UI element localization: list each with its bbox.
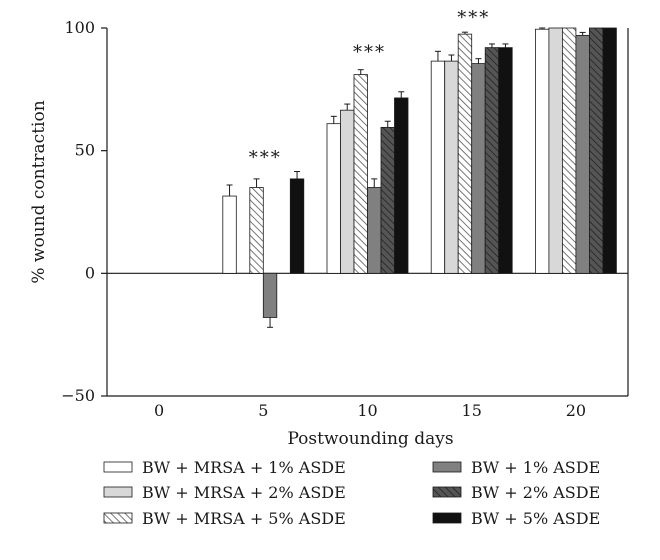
legend-swatch xyxy=(432,486,462,498)
x-tick-label: 0 xyxy=(154,401,164,420)
y-tick-label: −50 xyxy=(61,386,95,405)
legend-swatch xyxy=(103,461,133,473)
significance-label: *** xyxy=(353,42,386,63)
legend-label: BW + 5% ASDE xyxy=(471,509,600,528)
x-tick-label: 15 xyxy=(462,401,482,420)
bar xyxy=(353,74,368,274)
bar xyxy=(484,47,500,274)
significance-label: *** xyxy=(249,148,282,169)
bar xyxy=(562,27,577,274)
legend-swatch xyxy=(103,512,133,524)
legend-label: BW + MRSA + 2% ASDE xyxy=(142,483,346,502)
x-axis-title: Postwounding days xyxy=(287,429,453,449)
legend-swatch xyxy=(432,512,462,524)
legend-swatch xyxy=(103,486,133,498)
bar xyxy=(380,126,395,274)
legend-label: BW + MRSA + 5% ASDE xyxy=(142,509,346,528)
bar xyxy=(430,60,446,274)
bar xyxy=(340,109,355,274)
bar xyxy=(471,63,486,274)
bar xyxy=(548,27,563,274)
bar xyxy=(249,187,264,274)
y-tick-label: 100 xyxy=(64,18,95,37)
legend-label: BW + 1% ASDE xyxy=(471,458,600,477)
bar xyxy=(575,34,590,274)
significance-label: *** xyxy=(457,8,490,29)
bar xyxy=(498,47,513,274)
bar xyxy=(394,97,409,274)
bar xyxy=(289,178,305,274)
y-axis-title: % wound contraction xyxy=(29,100,49,283)
y-tick-label: 0 xyxy=(85,263,95,282)
bar xyxy=(535,28,550,274)
bar xyxy=(602,27,617,274)
plot-area: 100 50 0 −50 0 5 10 15 20 Postwounding days % woun… xyxy=(29,8,629,449)
bar xyxy=(222,195,237,274)
y-tick-label: 50 xyxy=(75,141,95,160)
legend-label: BW + MRSA + 1% ASDE xyxy=(142,458,346,477)
bar xyxy=(589,27,604,274)
legend-label: BW + 2% ASDE xyxy=(471,483,600,502)
x-tick-label: 20 xyxy=(566,401,586,420)
bar xyxy=(457,33,473,274)
bar xyxy=(444,60,459,274)
x-tick-label: 5 xyxy=(258,401,268,420)
legend-swatch xyxy=(432,461,462,473)
legend: BW + MRSA + 1% ASDE BW + MRSA + 2% ASDE BW… xyxy=(103,458,600,528)
bar xyxy=(367,187,382,274)
bar xyxy=(326,123,341,274)
bar xyxy=(262,272,278,318)
x-tick-label: 10 xyxy=(357,401,377,420)
